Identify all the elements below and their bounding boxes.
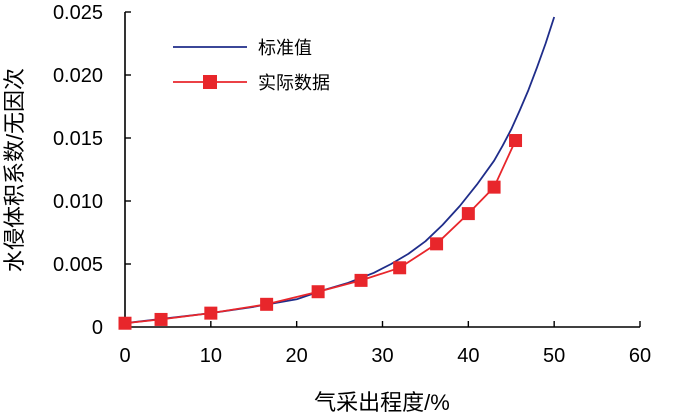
y-tick-label: 0.020	[53, 65, 103, 87]
legend-label-standard: 标准值	[258, 38, 312, 58]
series-line-0	[124, 16, 556, 325]
data-point	[118, 316, 132, 330]
legend-marker-actual	[203, 75, 217, 89]
data-point	[461, 207, 475, 221]
series	[118, 16, 556, 330]
x-tick-label: 0	[119, 345, 130, 367]
y-tick-label: 0	[92, 317, 103, 339]
legend: 标准值 实际数据	[173, 38, 330, 93]
y-tick-label: 0.015	[53, 128, 103, 150]
data-point	[260, 297, 274, 311]
y-tick-label: 0.005	[53, 254, 103, 276]
y-tick-label: 0.025	[53, 2, 103, 24]
x-tick-label: 30	[371, 345, 393, 367]
data-point	[430, 237, 444, 251]
data-point	[393, 261, 407, 275]
y-tick-label: 0.010	[53, 191, 103, 213]
data-point	[509, 134, 523, 148]
x-tick-label: 60	[629, 345, 651, 367]
data-point	[311, 285, 325, 299]
legend-label-actual: 实际数据	[258, 73, 330, 93]
axes	[124, 12, 640, 328]
data-point	[154, 312, 168, 326]
x-tick-label: 40	[457, 345, 479, 367]
x-axis-label: 气采出程度/%	[314, 390, 450, 415]
x-tick-label: 50	[543, 345, 565, 367]
data-point	[354, 273, 368, 287]
ticks: 0 10 20 30 40 50 60 0 0.005 0.010 0.015 0.020 0.025	[53, 2, 651, 367]
x-tick-label: 10	[200, 345, 222, 367]
data-point	[487, 180, 501, 194]
data-point	[204, 306, 218, 320]
y-axis-label: 水侵体积系数/无因次	[2, 68, 27, 272]
x-tick-label: 20	[286, 345, 308, 367]
